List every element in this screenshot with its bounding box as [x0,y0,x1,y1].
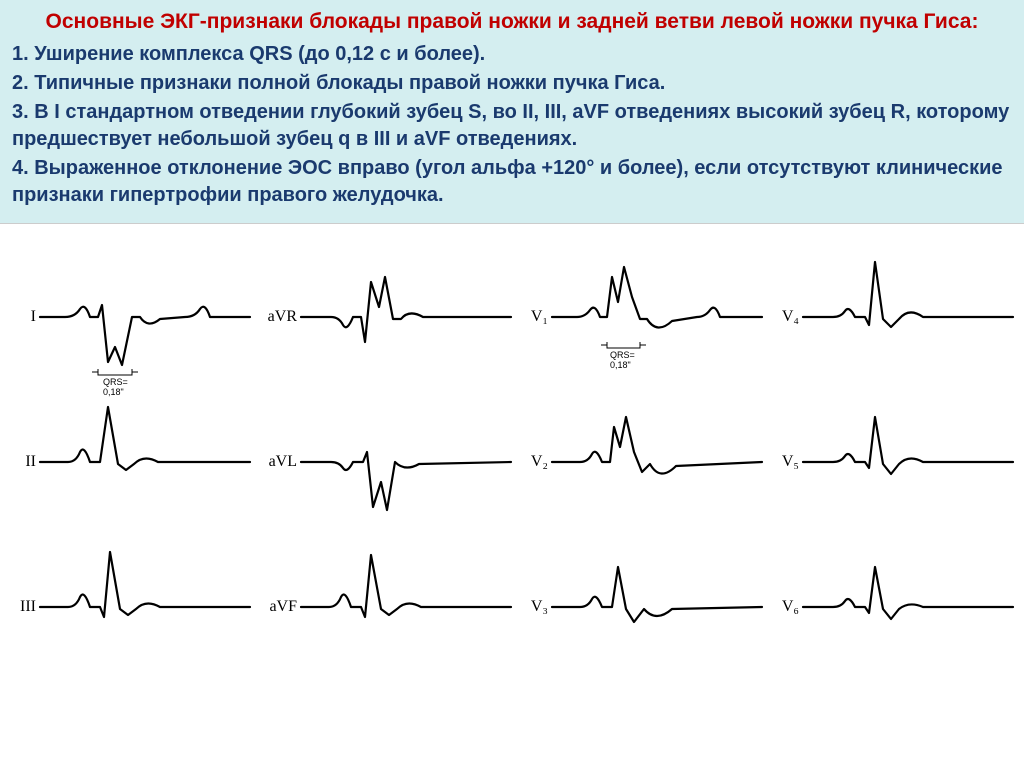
ecg-wave-aVF [301,537,511,677]
lead-V1: V₁ QRS= 0,18" [512,244,763,389]
ecg-wave-aVR [301,247,511,387]
ecg-row: I QRS= 0,18" aVR V₁ [10,244,1014,389]
ecg-row: III aVF V₃ V₆ [10,534,1014,679]
ecg-panel: I QRS= 0,18" aVR V₁ [0,224,1024,689]
list-item: 3. В I стандартном отведении глубокий зу… [12,99,1012,153]
ecg-wave-V3 [552,537,762,677]
lead-I: I QRS= 0,18" [10,244,261,389]
lead-label: aVL [261,453,301,471]
lead-label: V₅ [763,453,803,471]
list-item: 4. Выраженное отклонение ЭОС вправо (уго… [12,155,1012,209]
ecg-wave-aVL [301,392,511,532]
ecg-wave-V4 [803,247,1013,387]
list-item: 1. Уширение комплекса QRS (до 0,12 с и б… [12,41,1012,68]
qrs-anno-label: QRS= [610,350,635,360]
ecg-wave-III [40,537,250,677]
lead-label: V₂ [512,453,552,471]
lead-label: V₁ [512,308,552,326]
lead-label: V₄ [763,308,803,326]
ecg-wave-II [40,392,250,532]
lead-V6: V₆ [763,534,1014,679]
qrs-anno-value: 0,18" [610,360,631,370]
qrs-anno-label: QRS= [103,377,128,387]
ecg-wave-V6 [803,537,1013,677]
list-item: 2. Типичные признаки полной блокады прав… [12,70,1012,97]
lead-V3: V₃ [512,534,763,679]
lead-V4: V₄ [763,244,1014,389]
ecg-wave-I: QRS= 0,18" [40,247,250,387]
lead-label: aVR [261,308,301,326]
lead-V5: V₅ [763,389,1014,534]
ecg-wave-V2 [552,392,762,532]
lead-III: III [10,534,261,679]
lead-label: I [10,308,40,326]
lead-aVL: aVL [261,389,512,534]
lead-label: III [10,598,40,616]
lead-II: II [10,389,261,534]
ecg-wave-V5 [803,392,1013,532]
ecg-wave-V1: QRS= 0,18" [552,247,762,387]
lead-label: aVF [261,598,301,616]
ecg-row: II aVL V₂ V₅ [10,389,1014,534]
lead-aVR: aVR [261,244,512,389]
text-panel: Основные ЭКГ-признаки блокады правой нож… [0,0,1024,224]
slide-title: Основные ЭКГ-признаки блокады правой нож… [12,8,1012,35]
lead-label: V₃ [512,598,552,616]
lead-V2: V₂ [512,389,763,534]
lead-label: V₆ [763,598,803,616]
lead-aVF: aVF [261,534,512,679]
lead-label: II [10,453,40,471]
